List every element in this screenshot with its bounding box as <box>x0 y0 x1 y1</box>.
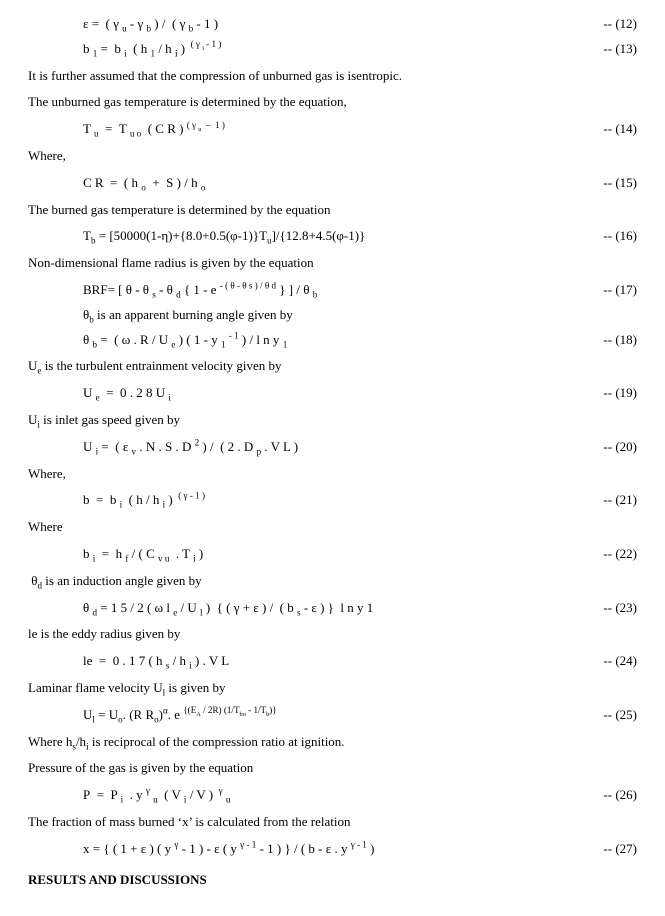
inline-text: θb is an apparent burning angle given by <box>28 305 637 326</box>
equation-23: θ d = 1 5 / 2 ( ω l e / U l ) { ( γ + ε … <box>28 598 593 619</box>
body-text: Where <box>28 517 637 538</box>
equation-number: -- (14) <box>593 119 637 140</box>
body-text: θd is an induction angle given by <box>28 571 637 592</box>
body-text: Where hs/hi is reciprocal of the compres… <box>28 732 637 753</box>
equation-row: BRF= [ θ - θ s - θ d { 1 - e - ( θ - θ s… <box>28 280 637 301</box>
equation-number: -- (17) <box>593 280 637 301</box>
equation-15: C R = ( h o + S ) / h o <box>28 173 593 194</box>
body-text: Laminar flame velocity Ul is given by <box>28 678 637 699</box>
equation-number: -- (15) <box>593 173 637 194</box>
equation-21: b = b i ( h / h i ) ( γ - 1 ) <box>28 490 593 511</box>
equation-row: le = 0 . 1 7 ( h s / h i ) . V L -- (24) <box>28 651 637 672</box>
equation-row: b 1 = b i ( h 1 / h i ) ( γ i - 1 ) -- (… <box>28 39 637 60</box>
equation-number: -- (20) <box>593 437 637 458</box>
equation-number: -- (18) <box>593 330 637 351</box>
equation-row: P = P i . y γ u ( V i / V ) γ u -- (26) <box>28 785 637 806</box>
equation-row: x = { ( 1 + ε ) ( y γ - 1 ) - ε ( y γ - … <box>28 839 637 860</box>
equation-19: U e = 0 . 2 8 U i <box>28 383 593 404</box>
equation-row: Ul = Uo. (R Ro)α. e {(EA / 2R) (1/Tbo - … <box>28 705 637 726</box>
equation-27: x = { ( 1 + ε ) ( y γ - 1 ) - ε ( y γ - … <box>28 839 593 860</box>
equation-12: ε = ( γ u - γ b ) / ( γ b - 1 ) <box>28 14 593 35</box>
equation-row: Tb = [50000(1-η)+{8.0+0.5(φ-1)}Tu]/{12.8… <box>28 226 637 247</box>
equation-number: -- (19) <box>593 383 637 404</box>
equation-number: -- (16) <box>593 226 637 247</box>
equation-22: b i = h f / ( C v u . T i ) <box>28 544 593 565</box>
body-text: It is further assumed that the compressi… <box>28 66 637 87</box>
equation-25: Ul = Uo. (R Ro)α. e {(EA / 2R) (1/Tbo - … <box>28 705 593 726</box>
equation-row: ε = ( γ u - γ b ) / ( γ b - 1 ) -- (12) <box>28 14 637 35</box>
equation-17: BRF= [ θ - θ s - θ d { 1 - e - ( θ - θ s… <box>28 280 593 301</box>
section-heading: RESULTS AND DISCUSSIONS <box>28 870 637 891</box>
equation-number: -- (24) <box>593 651 637 672</box>
equation-number: -- (26) <box>593 785 637 806</box>
equation-number: -- (13) <box>593 39 637 60</box>
body-text: le is the eddy radius given by <box>28 624 637 645</box>
equation-16: Tb = [50000(1-η)+{8.0+0.5(φ-1)}Tu]/{12.8… <box>28 226 593 247</box>
equation-row: C R = ( h o + S ) / h o -- (15) <box>28 173 637 194</box>
equation-26: P = P i . y γ u ( V i / V ) γ u <box>28 785 593 806</box>
equation-number: -- (22) <box>593 544 637 565</box>
equation-18: θ b = ( ω . R / U e ) ( 1 - y 1 - 1 ) / … <box>28 330 593 351</box>
equation-row: U e = 0 . 2 8 U i -- (19) <box>28 383 637 404</box>
body-text: The unburned gas temperature is determin… <box>28 92 637 113</box>
equation-row: T u = T u o ( C R ) ( γ u – 1 ) -- (14) <box>28 119 637 140</box>
body-text: Where, <box>28 464 637 485</box>
equation-number: -- (23) <box>593 598 637 619</box>
equation-20: U i = ( ε v . N . S . D 2 ) / ( 2 . D p … <box>28 437 593 458</box>
body-text: The fraction of mass burned ‘x’ is calcu… <box>28 812 637 833</box>
body-text: Non-dimensional flame radius is given by… <box>28 253 637 274</box>
equation-14: T u = T u o ( C R ) ( γ u – 1 ) <box>28 119 593 140</box>
equation-24: le = 0 . 1 7 ( h s / h i ) . V L <box>28 651 593 672</box>
equation-number: -- (25) <box>593 705 637 726</box>
body-text: Ue is the turbulent entrainment velocity… <box>28 356 637 377</box>
equation-number: -- (12) <box>593 14 637 35</box>
equation-row: θb is an apparent burning angle given by <box>28 305 637 326</box>
body-text: Ui is inlet gas speed given by <box>28 410 637 431</box>
equation-row: b i = h f / ( C v u . T i ) -- (22) <box>28 544 637 565</box>
equation-number: -- (21) <box>593 490 637 511</box>
equation-row: b = b i ( h / h i ) ( γ - 1 ) -- (21) <box>28 490 637 511</box>
body-text: Pressure of the gas is given by the equa… <box>28 758 637 779</box>
equation-number: -- (27) <box>593 839 637 860</box>
equation-row: U i = ( ε v . N . S . D 2 ) / ( 2 . D p … <box>28 437 637 458</box>
body-text: Where, <box>28 146 637 167</box>
body-text: The burned gas temperature is determined… <box>28 200 637 221</box>
equation-13: b 1 = b i ( h 1 / h i ) ( γ i - 1 ) <box>28 39 593 60</box>
equation-row: θ d = 1 5 / 2 ( ω l e / U l ) { ( γ + ε … <box>28 598 637 619</box>
equation-row: θ b = ( ω . R / U e ) ( 1 - y 1 - 1 ) / … <box>28 330 637 351</box>
